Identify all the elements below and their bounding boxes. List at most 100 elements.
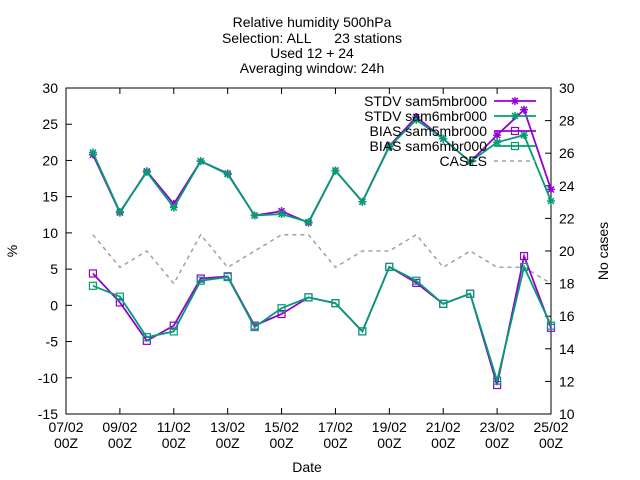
data-point-square bbox=[519, 262, 529, 272]
x-tick-label: 15/02 bbox=[264, 419, 299, 435]
series-line bbox=[92, 118, 552, 224]
data-point-star bbox=[547, 185, 555, 194]
data-point-square bbox=[223, 272, 232, 282]
data-point-square bbox=[196, 276, 205, 285]
left-tick-label: -15 bbox=[38, 406, 58, 422]
data-point-star bbox=[466, 157, 475, 166]
data-point-square bbox=[385, 262, 394, 272]
x-tick-label-hour: 00Z bbox=[162, 435, 187, 451]
data-point-star bbox=[493, 131, 502, 140]
x-tick-label: 21/02 bbox=[426, 419, 461, 435]
title-line-2: Selection: ALL 23 stations bbox=[222, 30, 402, 46]
x-tick-label-hour: 00Z bbox=[377, 435, 402, 451]
data-point-star bbox=[169, 203, 178, 212]
x-tick-label-hour: 00Z bbox=[108, 435, 133, 451]
right-tick-label: 20 bbox=[559, 243, 575, 259]
right-tick-label: 22 bbox=[559, 210, 575, 226]
data-point-star bbox=[412, 115, 421, 124]
legend-label: BIAS sam6mbr000 bbox=[370, 138, 488, 154]
x-tick-label-hour: 00Z bbox=[216, 435, 241, 451]
data-point-star bbox=[196, 157, 205, 166]
data-point-star bbox=[142, 168, 151, 177]
data-point-star bbox=[250, 211, 259, 220]
series-stdv-sam6mbr000 bbox=[88, 115, 555, 227]
data-point-star bbox=[547, 197, 555, 206]
data-point-star bbox=[331, 166, 340, 175]
legend-label: CASES bbox=[440, 153, 487, 169]
data-point-square bbox=[439, 299, 448, 308]
data-point-square bbox=[142, 333, 151, 342]
left-tick-label: -10 bbox=[38, 370, 58, 386]
data-point-star bbox=[223, 170, 232, 179]
chart-title: Relative humidity 500hPa Selection: ALL … bbox=[222, 14, 402, 76]
right-tick-label: 12 bbox=[559, 373, 575, 389]
data-point-star bbox=[493, 138, 502, 147]
data-point-square bbox=[88, 269, 98, 278]
series-line bbox=[92, 233, 552, 285]
right-tick-label: 10 bbox=[559, 406, 575, 422]
legend-label: BIAS sam5mbr000 bbox=[370, 123, 488, 139]
right-tick-label: 18 bbox=[559, 276, 575, 292]
data-point-square bbox=[115, 292, 124, 301]
x-axis-label: Date bbox=[292, 459, 322, 475]
title-line-1: Relative humidity 500hPa bbox=[233, 14, 392, 30]
x-tick-label: 19/02 bbox=[372, 419, 407, 435]
left-tick-label: 0 bbox=[50, 297, 58, 313]
left-tick-label: 15 bbox=[42, 189, 58, 205]
data-point-star bbox=[88, 148, 97, 157]
x-tick-label: 11/02 bbox=[157, 419, 191, 435]
data-point-square bbox=[331, 299, 340, 308]
data-point-square bbox=[519, 251, 529, 261]
series-line bbox=[92, 252, 552, 386]
x-tick-label-hour: 00Z bbox=[269, 435, 294, 451]
data-point-square bbox=[169, 327, 178, 336]
right-tick-label: 16 bbox=[559, 308, 575, 324]
x-tick-label-hour: 00Z bbox=[323, 435, 348, 451]
series-bias-sam5mbr000 bbox=[88, 251, 556, 390]
left-tick-label: 5 bbox=[50, 261, 58, 277]
data-point-square bbox=[277, 304, 286, 313]
data-point-square bbox=[546, 321, 556, 330]
right-tick-label: 26 bbox=[559, 145, 575, 161]
right-y-axis: 10 12 14 16 18 20 22 24 26 28 30 bbox=[545, 80, 575, 422]
x-tick-label-hour: 00Z bbox=[54, 435, 79, 451]
data-point-square bbox=[88, 281, 98, 290]
x-tick-label: 13/02 bbox=[210, 419, 245, 435]
data-point-square bbox=[412, 276, 421, 285]
data-point-star bbox=[439, 134, 448, 143]
left-tick-label: 25 bbox=[42, 116, 58, 132]
series-layer bbox=[88, 105, 556, 390]
x-tick-label-hour: 00Z bbox=[539, 435, 564, 451]
data-point-star bbox=[511, 112, 519, 120]
x-axis: 07/0200Z09/0200Z11/0200Z13/0200Z15/0200Z… bbox=[48, 88, 569, 451]
data-point-square bbox=[250, 322, 259, 332]
right-tick-label: 28 bbox=[559, 113, 575, 129]
x-tick-label: 17/02 bbox=[318, 419, 353, 435]
data-point-square bbox=[510, 141, 520, 151]
data-point-square bbox=[510, 126, 520, 136]
data-point-star bbox=[304, 218, 313, 227]
data-point-star bbox=[358, 197, 367, 206]
x-tick-label-hour: 00Z bbox=[431, 435, 456, 451]
left-tick-label: 20 bbox=[42, 152, 58, 168]
data-point-star bbox=[277, 210, 286, 219]
right-tick-label: 14 bbox=[559, 341, 575, 357]
data-point-star bbox=[385, 142, 394, 151]
right-tick-label: 24 bbox=[559, 178, 575, 194]
x-tick-label-hour: 00Z bbox=[485, 435, 510, 451]
title-line-4: Averaging window: 24h bbox=[240, 60, 385, 76]
series-line bbox=[92, 264, 552, 385]
data-point-star bbox=[511, 97, 519, 105]
left-tick-label: -5 bbox=[46, 334, 59, 350]
x-tick-label: 07/02 bbox=[48, 419, 83, 435]
data-point-star bbox=[115, 207, 124, 216]
x-tick-label: 25/02 bbox=[533, 419, 568, 435]
left-y-axis: -15 -10 -5 0 5 10 15 20 25 30 bbox=[38, 80, 72, 422]
data-point-square bbox=[277, 309, 286, 319]
data-point-star bbox=[520, 131, 529, 140]
legend-label: STDV sam6mbr000 bbox=[364, 108, 487, 124]
right-tick-label: 30 bbox=[559, 80, 575, 96]
data-point-star bbox=[520, 105, 529, 114]
data-point-square bbox=[304, 293, 313, 302]
